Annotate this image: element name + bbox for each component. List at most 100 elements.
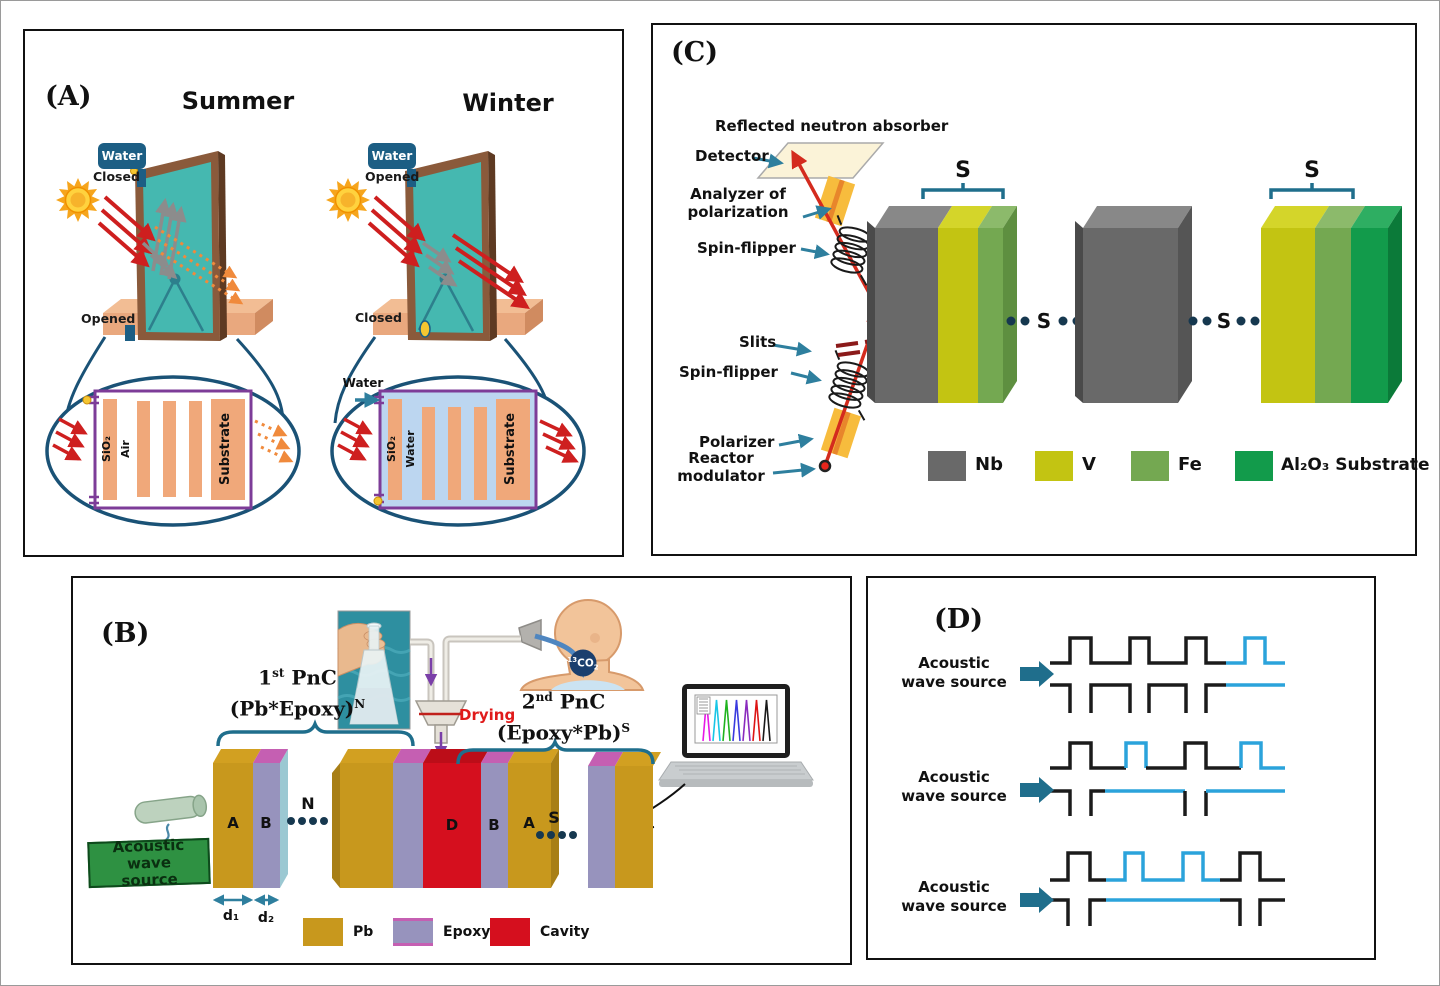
- substrate-label-summer: Substrate: [218, 413, 233, 485]
- d2-label: d₂: [258, 910, 274, 926]
- repeat-s-dots: [536, 831, 577, 839]
- reactor-label-line1: Reactor: [688, 449, 754, 467]
- reactor-label: Reactor modulator: [667, 449, 775, 485]
- drying-label: Drying: [459, 706, 516, 724]
- summer-inset: SiO₂ Air Substrate: [45, 375, 301, 527]
- summer-reflected-arrows: [141, 197, 187, 280]
- co2-sub: 2: [593, 663, 599, 672]
- layer-a2-label: A: [523, 814, 535, 832]
- acoustic-label-3-line2: wave source: [901, 897, 1007, 915]
- summer-transmitted-arrows: [154, 225, 244, 305]
- pnc2-num: 2: [521, 689, 536, 714]
- panel-c-tag: (C): [671, 37, 719, 68]
- winter-sun-rays: [367, 195, 426, 268]
- layer-b1-label: B: [260, 814, 271, 832]
- legend-label-epoxy: Epoxy: [443, 924, 491, 940]
- slits-label: Slits: [739, 333, 777, 351]
- pnc1-base: (Pb*Epoxy): [229, 696, 355, 721]
- panel-d-tag: (D): [934, 604, 983, 635]
- waveform-row-3: [1050, 851, 1285, 926]
- analyzer-label-line2: polarization: [687, 203, 789, 221]
- legend-label-nb: Nb: [975, 454, 1003, 475]
- spin-flipper-coil-upper: [830, 214, 872, 286]
- pnc2-label: 2nd PnC (Epoxy*Pb)S: [471, 684, 656, 745]
- acoustic-source-box: Acoustic wave source: [87, 835, 211, 889]
- reactor-modulator-dot: [818, 459, 832, 473]
- water-medium-label: Water: [404, 430, 417, 468]
- layer-b2-label: B: [488, 816, 499, 834]
- panel-a: SiO₂ Air Substrate: [23, 29, 624, 557]
- pnc2-line1: 2nd PnC: [471, 684, 656, 715]
- pnc-unit-last: [588, 752, 661, 888]
- layer-a1-label: A: [227, 814, 239, 832]
- water-badge-winter: Water: [368, 143, 416, 169]
- legend-swatch-pb: [303, 918, 343, 946]
- legend-swatch-nb: [928, 451, 966, 481]
- panel-a-tag: (A): [45, 81, 92, 112]
- acoustic-source-label-1: Acoustic wave source: [888, 654, 1020, 692]
- co2-bubble: [569, 649, 597, 677]
- acoustic-transducer: [134, 794, 208, 841]
- sun-icon-winter: [325, 177, 371, 223]
- acoustic-label-1-line2: wave source: [901, 673, 1007, 691]
- acoustic-source-label-2: Acoustic wave source: [888, 768, 1020, 806]
- d1-label: d₁: [223, 908, 239, 924]
- legend-label-v: V: [1082, 454, 1096, 475]
- spin-flipper-upper-label: Spin-flipper: [697, 239, 796, 257]
- legend-label-pb: Pb: [353, 924, 374, 940]
- analyzer-label: Analyzer of polarization: [677, 185, 799, 221]
- panel-a-art: SiO₂ Air Substrate: [45, 151, 586, 527]
- panel-b: A B D B A N S d₁ d₂ (B): [71, 576, 852, 965]
- pnc-unit-1: [213, 749, 288, 888]
- winter-inset: Water SiO₂ Water Substrate: [330, 375, 586, 527]
- pnc1-exp: N: [354, 696, 366, 711]
- winter-transmitted-arrows: [451, 233, 530, 310]
- pnc2-line2: (Epoxy*Pb)S: [471, 715, 656, 746]
- polarizer-label: Polarizer: [699, 433, 775, 451]
- legend-swatch-fe: [1131, 451, 1169, 481]
- spin-flipper-lower-label: Spin-flipper: [679, 363, 778, 381]
- winter-window: [333, 151, 552, 424]
- legend-swatch-al2o3: [1235, 451, 1273, 481]
- repeat-s-2: S: [1217, 309, 1231, 333]
- repeat-dots-2: [1188, 316, 1260, 326]
- sample-stack-3: [1261, 206, 1402, 403]
- panel-d: (D) Acoustic wave source Acoustic wave s…: [866, 576, 1376, 960]
- s-bracket-1: S: [921, 158, 1005, 199]
- summer-top-valve-label: Closed: [93, 169, 140, 184]
- detector-plate: [756, 142, 885, 179]
- legend-swatch-epoxy: [393, 918, 433, 946]
- sample-stack-1: [867, 206, 1017, 403]
- breath-test-illustration: [518, 599, 645, 691]
- substrate-label-winter: Substrate: [503, 413, 518, 485]
- absorber-label: Reflected neutron absorber: [715, 117, 949, 135]
- acoustic-source-label-3: Acoustic wave source: [888, 878, 1020, 916]
- water-inlet-label: Water: [343, 376, 384, 390]
- panel-b-art: A B D B A N S d₁ d₂: [134, 599, 814, 926]
- legend-label-cavity: Cavity: [540, 924, 590, 940]
- reactor-label-line2: modulator: [677, 467, 765, 485]
- pnc1-num: 1: [258, 665, 273, 690]
- source-arrow-2: [1020, 777, 1054, 803]
- repeat-dots-1: [1006, 316, 1082, 326]
- winter-title: Winter: [462, 89, 554, 117]
- valve-winter-bottom: [419, 320, 431, 338]
- sun-icon-summer: [55, 177, 101, 223]
- co2-iso: 13: [567, 656, 578, 664]
- legend-swatch-cavity: [490, 918, 530, 946]
- panel-c-art: S S S: [752, 142, 1402, 478]
- svg-text:S: S: [955, 158, 971, 183]
- co2-base: CO: [577, 657, 594, 670]
- svg-text:S: S: [1304, 158, 1320, 183]
- sio2-label-winter: SiO₂: [385, 436, 398, 462]
- analyzer-label-line1: Analyzer of: [690, 185, 786, 203]
- acoustic-label-1-line1: Acoustic: [918, 654, 990, 672]
- winter-bottom-valve-label: Closed: [355, 310, 402, 325]
- pnc1-label: 1st PnC (Pb*Epoxy)N: [205, 660, 390, 721]
- waveform-row-1: [1050, 636, 1285, 713]
- summer-bottom-valve-label: Opened: [81, 311, 136, 326]
- pnc1-rest: PnC: [284, 665, 337, 690]
- legend-label-fe: Fe: [1178, 454, 1202, 475]
- sio2-label-summer: SiO₂: [100, 436, 113, 462]
